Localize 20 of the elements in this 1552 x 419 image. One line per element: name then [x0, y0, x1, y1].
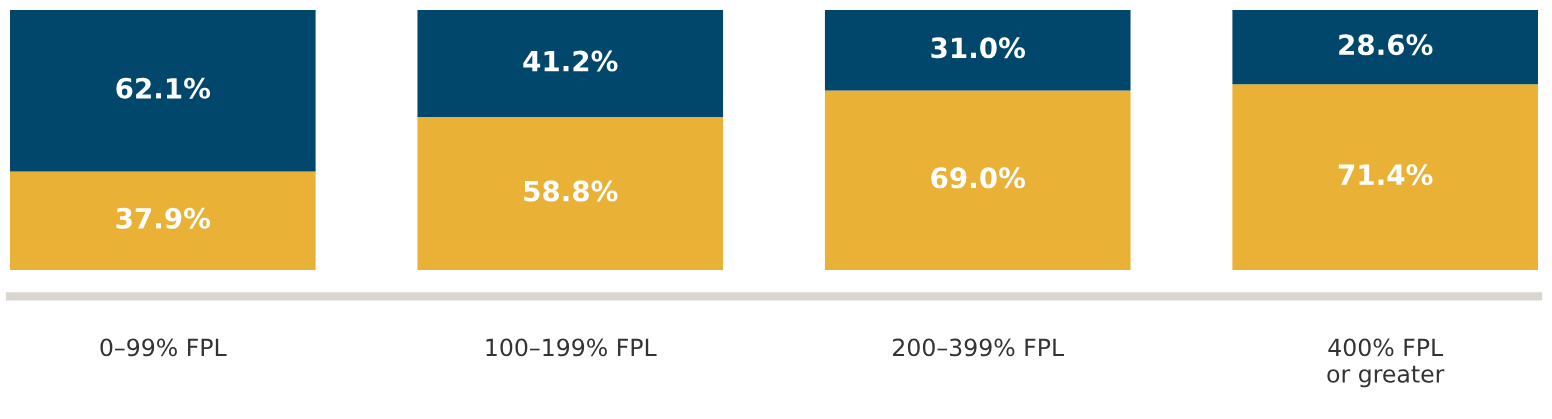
- bar: [417, 10, 724, 118]
- x-tick-label: 400% FPL or greater: [1327, 338, 1445, 388]
- x-tick-label: 200–399% FPL: [893, 338, 1065, 357]
- x-tick-label: 100–199% FPL: [486, 338, 657, 357]
- x-tick-label: 0–99% FPL: [100, 338, 227, 357]
- data-label: 62.1%: [116, 77, 211, 99]
- bar: [824, 10, 1131, 91]
- data-label: 71.4%: [1338, 164, 1433, 186]
- bar: [10, 171, 316, 270]
- data-label: 41.2%: [523, 50, 618, 72]
- data-label: 28.6%: [1339, 34, 1433, 56]
- data-label: 37.9%: [116, 207, 211, 229]
- bar: [10, 10, 316, 172]
- data-label: 31.0%: [931, 37, 1026, 59]
- bar: [1232, 84, 1538, 270]
- data-label: 58.8%: [524, 180, 618, 202]
- data-label: 69.0%: [931, 167, 1026, 189]
- bar: [417, 117, 724, 270]
- bar: [824, 90, 1131, 270]
- bar: [1232, 10, 1538, 85]
